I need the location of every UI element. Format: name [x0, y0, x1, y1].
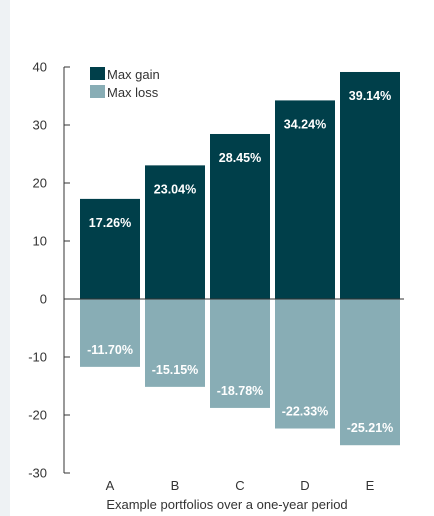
data-label-max-loss-b: -15.15% [152, 363, 199, 377]
left-margin-band [0, 0, 10, 516]
y-axis: 40 30 20 10 0 -10 -20 -30 [28, 60, 70, 481]
bar-max-loss-a [80, 299, 140, 367]
data-labels-group: 17.26% -11.70% 23.04% -15.15% 28.45% -18.78% 3… [87, 89, 393, 435]
x-category-label: B [171, 478, 180, 493]
bar-max-gain-d [275, 100, 335, 300]
x-category-label: A [106, 478, 115, 493]
data-label-max-loss-a: -11.70% [87, 343, 133, 357]
bar-max-gain-a [80, 198, 140, 299]
data-label-max-gain-d: 34.24% [284, 117, 326, 131]
legend-label-max-gain: Max gain [107, 67, 160, 82]
data-label-max-gain-a: 17.26% [89, 216, 131, 230]
legend: Max gain Max loss [90, 67, 160, 100]
data-label-max-loss-e: -25.21% [347, 421, 394, 435]
data-label-max-loss-c: -18.78% [217, 384, 264, 398]
legend-label-max-loss: Max loss [107, 85, 159, 100]
bar-max-gain-c [210, 133, 270, 299]
x-category-label: C [235, 478, 244, 493]
x-axis-title: Example portfolios over a one-year perio… [106, 497, 347, 512]
legend-swatch-max-gain [90, 67, 105, 80]
bar-max-loss-c [210, 299, 270, 408]
x-category-label: E [366, 478, 375, 493]
data-label-max-gain-e: 39.14% [349, 89, 391, 103]
bar-max-gain-b [145, 165, 205, 299]
y-tick-label: 30 [33, 118, 47, 133]
y-tick-label: 40 [33, 60, 47, 75]
x-axis: A B C D E [64, 298, 404, 493]
y-tick-label: 10 [33, 234, 47, 249]
bar-max-loss-e [340, 299, 400, 446]
legend-swatch-max-loss [90, 85, 105, 98]
data-label-max-loss-d: -22.33% [282, 405, 329, 419]
bars-group [80, 71, 400, 446]
y-tick-label: -20 [28, 408, 47, 423]
data-label-max-gain-b: 23.04% [154, 182, 196, 196]
y-tick-label: -10 [28, 350, 47, 365]
bar-max-loss-d [275, 299, 335, 429]
y-tick-label: -30 [28, 466, 47, 481]
y-tick-label: 20 [33, 176, 47, 191]
bar-max-loss-b [145, 299, 205, 387]
x-category-label: D [300, 478, 309, 493]
y-tick-label: 0 [40, 292, 47, 307]
data-label-max-gain-c: 28.45% [219, 151, 261, 165]
bar-max-gain-e [340, 71, 400, 299]
